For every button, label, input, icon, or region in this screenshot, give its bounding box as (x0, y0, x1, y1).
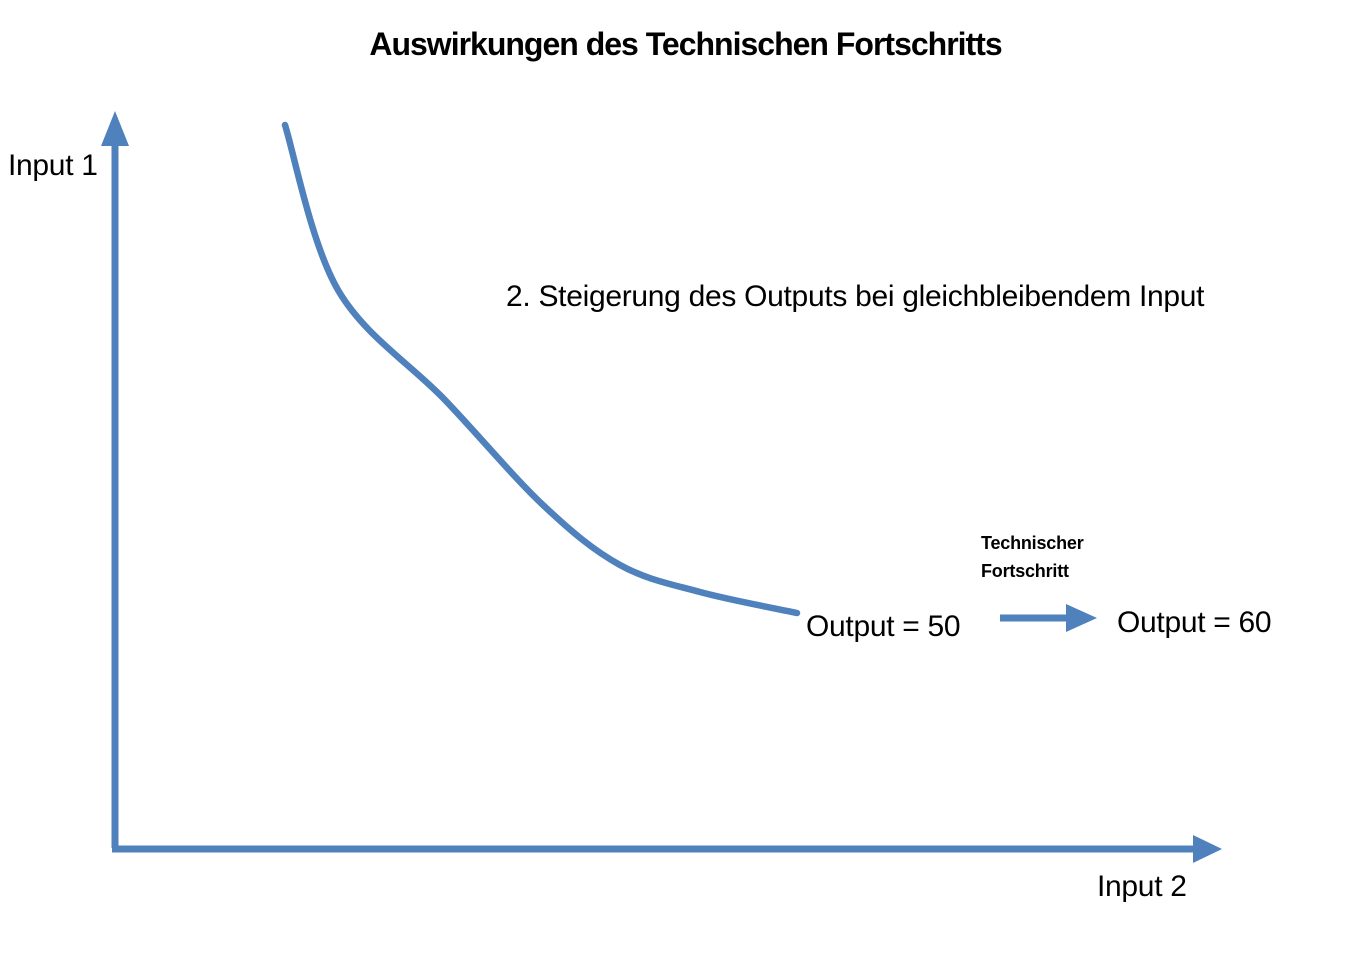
diagram-title: Auswirkungen des Technischen Fortschritt… (369, 26, 1002, 62)
isoquant-curve (281, 121, 801, 617)
isoquant-output-label: Output = 50 (806, 610, 961, 643)
new-output-label: Output = 60 (1117, 606, 1272, 639)
progress-arrow-label: Technischer Fortschritt (981, 529, 1084, 585)
y-axis-arrowhead-icon (101, 111, 129, 146)
x-axis-arrowhead-icon (1193, 835, 1222, 863)
progress-arrowhead-icon (1066, 604, 1097, 632)
progress-arrow-label-line2: Fortschritt (981, 561, 1069, 581)
x-axis-label: Input 2 (1097, 870, 1187, 903)
y-axis-label: Input 1 (8, 149, 98, 182)
annotation-text: 2. Steigerung des Outputs bei gleichblei… (506, 280, 1205, 313)
progress-arrow-label-line1: Technischer (981, 533, 1084, 553)
